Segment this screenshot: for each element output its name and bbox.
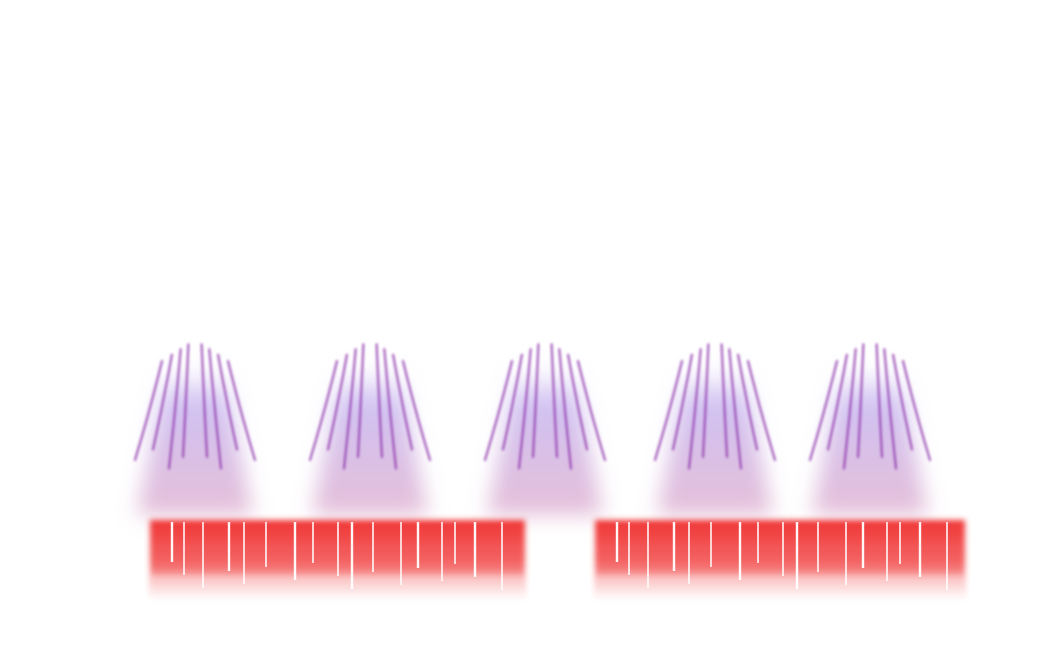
- glow-cluster: [654, 339, 776, 515]
- streak: [843, 348, 857, 470]
- streak: [484, 360, 513, 461]
- streak: [672, 353, 693, 451]
- streak: [402, 360, 431, 461]
- streak: [857, 343, 865, 458]
- glow-cluster: [309, 339, 431, 515]
- streak: [550, 343, 558, 458]
- streak: [134, 360, 163, 461]
- red-stripe-bands: [150, 520, 965, 605]
- streak: [168, 348, 182, 470]
- streak: [182, 343, 190, 458]
- streak: [343, 348, 357, 470]
- streak: [227, 360, 256, 461]
- streak: [688, 348, 702, 470]
- streak: [152, 353, 173, 451]
- glow-cluster: [134, 339, 256, 515]
- streak: [383, 348, 397, 470]
- streak: [567, 353, 588, 451]
- stripe-band: [595, 520, 965, 605]
- streak: [217, 353, 238, 451]
- streak: [327, 353, 348, 451]
- streak: [309, 360, 338, 461]
- stripe-band: [150, 520, 525, 605]
- streak: [558, 348, 572, 470]
- streak: [200, 343, 208, 458]
- streak: [809, 360, 838, 461]
- streak: [892, 353, 913, 451]
- streak: [883, 348, 897, 470]
- glow-cluster: [484, 339, 606, 515]
- streak: [392, 353, 413, 451]
- streak: [577, 360, 606, 461]
- streak: [875, 343, 883, 458]
- streak: [654, 360, 683, 461]
- glow-cluster: [809, 339, 931, 515]
- streak: [518, 348, 532, 470]
- streak: [208, 348, 222, 470]
- streak: [502, 353, 523, 451]
- streak: [357, 343, 365, 458]
- streak: [728, 348, 742, 470]
- streak: [702, 343, 710, 458]
- purple-glow-clusters: [134, 339, 931, 515]
- streak: [375, 343, 383, 458]
- streak: [532, 343, 540, 458]
- streak: [747, 360, 776, 461]
- streak: [902, 360, 931, 461]
- streak: [720, 343, 728, 458]
- streak: [737, 353, 758, 451]
- streak: [827, 353, 848, 451]
